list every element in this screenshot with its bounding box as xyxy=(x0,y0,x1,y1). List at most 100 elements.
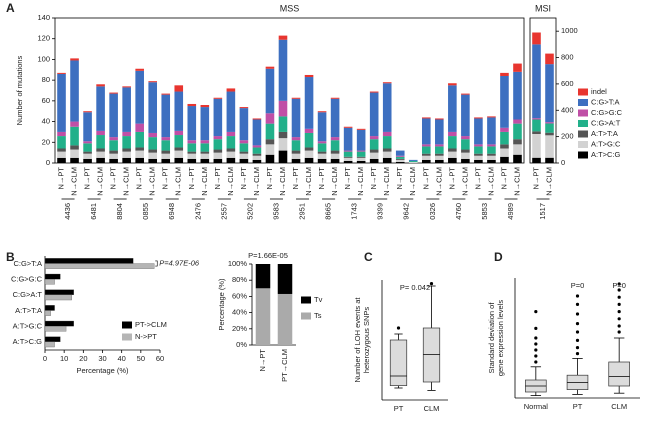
x-tick-label: N→PT xyxy=(258,349,267,372)
bar-segment xyxy=(96,86,105,131)
bar-segment xyxy=(135,68,144,71)
bar-segment xyxy=(265,68,275,114)
bar-segment xyxy=(291,137,301,141)
x-tick-label: N→PT xyxy=(499,167,508,190)
bar-segment xyxy=(226,136,236,149)
bar-segment xyxy=(343,150,353,152)
outlier xyxy=(534,310,538,314)
bar-segment xyxy=(265,66,275,69)
x-tick-label: N→PT xyxy=(239,167,248,190)
y-tick-label: C:G>T:A xyxy=(13,259,42,268)
bar xyxy=(44,336,61,343)
bar-segment xyxy=(369,158,379,163)
bar-segment xyxy=(500,144,509,149)
bar-segment xyxy=(343,126,353,128)
legend-label: C:G>T:A xyxy=(591,97,620,106)
bar-segment xyxy=(369,136,379,140)
bar-segment xyxy=(200,105,210,108)
x-tick-label: N→PT xyxy=(161,167,170,190)
bar-segment xyxy=(330,98,340,138)
bar-segment xyxy=(421,117,431,119)
bar-segment xyxy=(395,150,405,156)
bar-segment xyxy=(122,148,131,152)
bar-segment xyxy=(239,108,249,141)
x-tick-label: N→PT xyxy=(473,167,482,190)
outlier xyxy=(617,295,621,299)
legend-swatch xyxy=(578,120,588,127)
x-tick-label: 0 xyxy=(43,354,47,363)
bar-segment xyxy=(408,159,418,161)
bar-segment xyxy=(513,139,522,145)
bar-segment xyxy=(278,100,288,117)
bar-segment xyxy=(304,128,314,133)
x-tick-label: N→CLM xyxy=(200,167,209,196)
bar-segment xyxy=(435,155,444,160)
bar-segment xyxy=(356,151,366,157)
bar-segment xyxy=(448,83,457,86)
y-tick-label: 800 xyxy=(561,53,574,62)
legend-label: PT->CLM xyxy=(135,320,167,329)
bar-segment xyxy=(122,136,131,149)
bar-segment xyxy=(252,155,262,160)
bar-segment xyxy=(70,121,79,127)
group-label: 9642 xyxy=(402,203,411,220)
bar-segment xyxy=(252,145,262,148)
y-tick-label: 60% xyxy=(232,291,247,300)
bar-segment xyxy=(278,150,288,163)
bar-segment xyxy=(278,35,288,40)
x-tick-label: N→PT xyxy=(395,167,404,190)
bar-segment xyxy=(487,155,496,160)
bar-segment xyxy=(330,150,340,154)
bar xyxy=(44,279,55,285)
bar-segment xyxy=(109,93,118,138)
bar-segment xyxy=(96,157,105,163)
bar-segment xyxy=(356,160,366,163)
bar-segment xyxy=(174,91,184,131)
bar-segment xyxy=(278,131,288,139)
legend-swatch xyxy=(301,296,311,304)
bar-segment xyxy=(513,119,522,124)
bar-segment xyxy=(317,112,327,142)
bar-segment xyxy=(304,132,314,148)
bar-segment xyxy=(83,151,92,154)
bar-segment xyxy=(448,148,457,152)
bar xyxy=(44,305,55,311)
bar-segment xyxy=(513,144,522,155)
bar-segment xyxy=(487,153,496,156)
outlier xyxy=(617,310,621,314)
bar-segment xyxy=(96,84,105,87)
y-tick-label: 80% xyxy=(232,275,247,284)
bar-segment xyxy=(187,158,197,163)
legend-swatch xyxy=(578,130,588,138)
bar-segment xyxy=(474,155,483,160)
group-label: 4436 xyxy=(63,203,72,220)
bar-segment xyxy=(277,264,293,294)
outlier xyxy=(534,360,538,364)
bar-segment xyxy=(109,153,118,159)
bar-segment xyxy=(200,153,210,159)
bar-segment xyxy=(226,151,236,158)
outlier xyxy=(429,282,434,286)
bar-segment xyxy=(461,136,470,140)
x-axis-label: Percentage (%) xyxy=(76,366,129,375)
bar-segment xyxy=(109,92,118,94)
bar-segment xyxy=(421,144,431,147)
x-tick-label: N→PT xyxy=(265,167,274,190)
bar-segment xyxy=(343,156,353,158)
bar-segment xyxy=(545,132,554,136)
bar-segment xyxy=(500,148,509,157)
x-tick-label: Normal xyxy=(524,402,549,411)
bar-segment xyxy=(545,53,554,65)
x-tick-label: N→CLM xyxy=(330,167,339,196)
bar-segment xyxy=(187,140,197,144)
x-tick-label: N→CLM xyxy=(96,167,105,196)
group-label: 4989 xyxy=(506,203,515,220)
x-tick-label: N→PT xyxy=(317,167,326,190)
bar-segment xyxy=(395,159,405,162)
bar-segment xyxy=(70,157,79,163)
outlier xyxy=(534,326,538,330)
bar-segment xyxy=(545,64,554,123)
bar-segment xyxy=(435,146,444,154)
bar-segment xyxy=(408,160,418,162)
bar-segment xyxy=(356,129,366,151)
